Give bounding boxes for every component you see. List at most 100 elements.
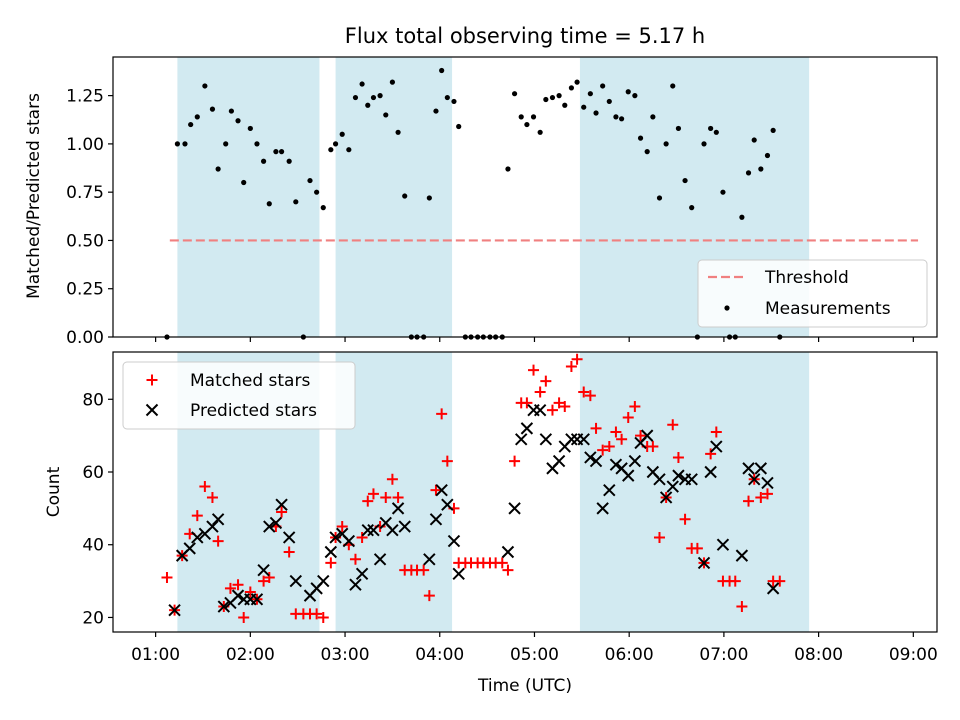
- matched-star-point: [597, 444, 609, 456]
- predicted-star-point: [653, 473, 666, 486]
- bottom-panel: 20 40 60 80 01:00 02:00 03:00 04:00 05:00 06:00 07…: [44, 351, 938, 665]
- legend-matched-swatch: [146, 374, 158, 386]
- matched-star-point: [774, 575, 786, 587]
- x-axis-label: Time (UTC): [477, 676, 572, 696]
- predicted-star-point: [452, 567, 465, 581]
- matched-star-point: [423, 590, 435, 602]
- measurement-point: [720, 189, 726, 195]
- measurement-point: [708, 125, 714, 132]
- measurement-point: [593, 110, 599, 116]
- bottom-y-tick-label: 40: [82, 536, 104, 556]
- legend-measurements-swatch: [724, 305, 730, 311]
- bottom-legend-box: [122, 361, 356, 430]
- x-tick-label: 04:00: [415, 645, 464, 665]
- predicted-star-point: [659, 491, 673, 504]
- matched-star-point: [590, 422, 602, 434]
- legend-measurements-label: Measurements: [765, 299, 891, 319]
- matched-star-point: [325, 557, 337, 569]
- bottom-plot-frame: [112, 351, 938, 633]
- predicted-star-point: [697, 556, 711, 570]
- predicted-star-point: [640, 429, 654, 442]
- matched-star-point: [616, 433, 628, 445]
- measurement-point: [260, 158, 267, 164]
- top-axes: 0.00 0.25 0.50 0.75 1.00 1.25: [66, 56, 938, 348]
- predicted-star-point: [577, 433, 590, 446]
- predicted-star-point: [716, 538, 730, 551]
- predicted-star-point: [447, 534, 461, 548]
- matched-star-point: [367, 488, 379, 500]
- measurement-point: [182, 141, 188, 147]
- measurement-point: [278, 149, 285, 155]
- predicted-star-point: [342, 534, 356, 548]
- measurement-point: [574, 79, 580, 85]
- predicted-star-point: [609, 458, 623, 471]
- predicted-star-point: [501, 545, 515, 559]
- x-tick-label: 02:00: [226, 645, 275, 665]
- matched-star-point: [761, 488, 773, 500]
- matched-star-point: [430, 484, 442, 496]
- matched-star-point: [311, 608, 323, 620]
- top-y-axis-label: Matched/Predicted stars: [24, 93, 44, 299]
- predicted-star-point: [398, 520, 411, 533]
- bottom-y-tick-label: 80: [82, 390, 104, 410]
- predicted-star-point: [515, 433, 528, 446]
- predicted-star-point: [289, 574, 303, 588]
- predicted-star-point: [735, 549, 749, 562]
- measurement-point: [266, 201, 272, 207]
- matched-star-point: [672, 451, 684, 463]
- matched-star-point: [553, 397, 565, 409]
- chart-title: Flux total observing time = 5.17 h: [345, 24, 705, 48]
- measurement-point: [332, 141, 339, 147]
- measurement-point: [383, 112, 389, 118]
- predicted-star-point: [217, 600, 231, 613]
- predicted-star-point: [423, 553, 436, 566]
- matched-star-point: [199, 481, 211, 493]
- predicted-star-point: [672, 469, 685, 482]
- top-y-tick-label: 0.50: [66, 231, 104, 251]
- matched-star-point: [559, 401, 571, 413]
- predicted-star-point: [168, 603, 181, 617]
- measurement-point: [505, 166, 511, 172]
- predicted-star-point: [666, 480, 679, 493]
- measurement-point: [286, 158, 292, 164]
- measurement-point: [751, 137, 757, 143]
- top-plot-frame: [112, 56, 938, 338]
- predicted-star-point: [766, 582, 780, 595]
- measurement-point: [328, 147, 334, 153]
- predicted-star-point: [361, 523, 374, 537]
- measurement-point: [650, 114, 656, 120]
- predicted-star-point: [257, 563, 270, 577]
- measurement-point: [456, 123, 462, 130]
- measurement-point: [444, 94, 450, 101]
- predicted-star-point: [589, 454, 603, 468]
- matched-star-point: [635, 430, 647, 442]
- predicted-star-point: [231, 589, 245, 602]
- matched-star-point: [212, 535, 224, 547]
- measurement-point: [377, 93, 383, 99]
- legend-predicted-label: Predicted stars: [190, 401, 317, 421]
- predicted-star-point: [429, 513, 443, 526]
- top-y-tick-label: 1.25: [66, 87, 104, 107]
- predicted-star-point: [754, 462, 768, 475]
- measurement-point: [241, 179, 247, 186]
- predicted-star-point: [282, 531, 296, 544]
- measurement-point: [215, 166, 221, 172]
- matched-star-point: [667, 419, 679, 431]
- predicted-star-point: [367, 523, 380, 537]
- predicted-star-point: [710, 440, 723, 453]
- top-y-tick-label: 1.00: [66, 135, 104, 155]
- measurement-point: [451, 98, 457, 105]
- predicted-star-point: [435, 483, 448, 497]
- predicted-star-point: [603, 483, 616, 497]
- measurement-point: [359, 81, 365, 87]
- matched-star-point: [584, 390, 596, 402]
- top-shaded-interval-2: [335, 57, 453, 337]
- predicted-star-point: [386, 523, 399, 537]
- measurement-point: [562, 102, 568, 108]
- measurement-point: [656, 195, 663, 201]
- measurement-point: [689, 205, 695, 211]
- matched-star-point: [502, 564, 514, 576]
- measurement-point: [518, 114, 524, 120]
- matched-star-point: [283, 546, 295, 558]
